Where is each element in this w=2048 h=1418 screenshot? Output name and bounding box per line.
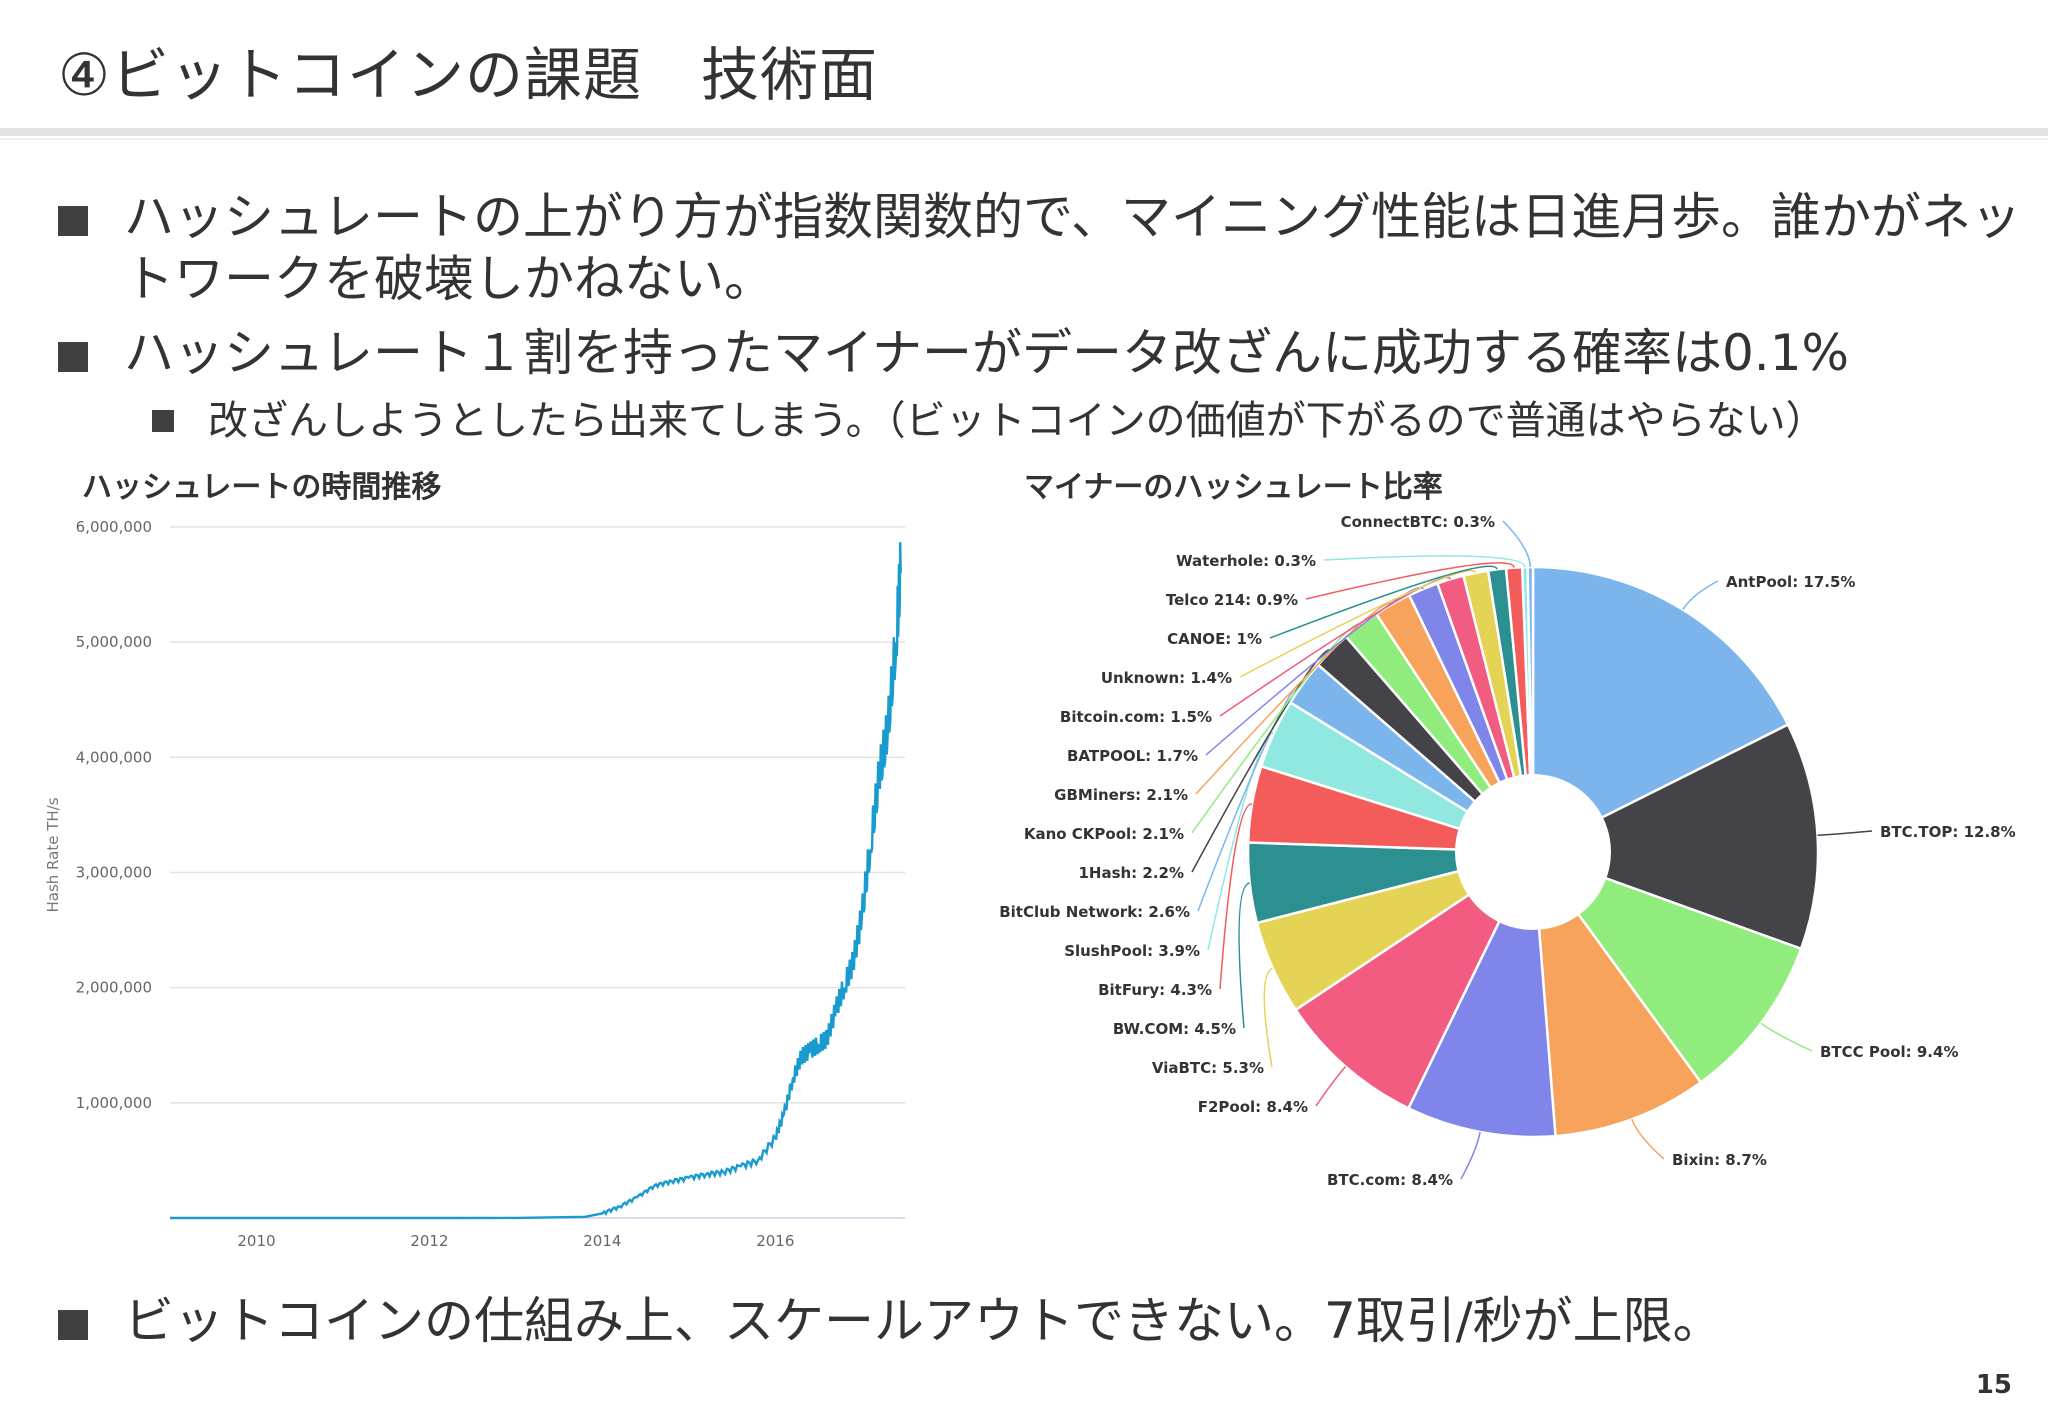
hashrate-line-chart: 1,000,000 2,000,000 3,000,000 4,000,000 5,00… bbox=[44, 518, 905, 1250]
y-tick-label: 3,000,000 bbox=[76, 864, 152, 882]
line-chart-title: ハッシュレートの時間推移 bbox=[82, 470, 442, 505]
pie-leader-line bbox=[1219, 803, 1253, 990]
pie-leader-line bbox=[1502, 520, 1532, 568]
pie-data-label: AntPool: 17.5% bbox=[1726, 573, 1855, 591]
bullet-square-icon bbox=[58, 206, 88, 236]
pie-leader-line bbox=[1760, 1022, 1813, 1052]
pie-data-label: Telco 214: 0.9% bbox=[1166, 591, 1298, 609]
pie-data-label: Kano CKPool: 2.1% bbox=[1024, 825, 1184, 843]
sub-bullet-text: 改ざんしようとしたら出来てしまう。（ビットコインの価値が下がるので普通はやらない… bbox=[208, 398, 1826, 444]
bullet-square-icon bbox=[152, 410, 174, 432]
bullet-text: ビットコインの仕組み上、スケールアウトできない。7取引/秒が上限。 bbox=[124, 1292, 1723, 1350]
pie-leader-line bbox=[1263, 967, 1274, 1068]
pie-data-label: Bixin: 8.7% bbox=[1672, 1151, 1767, 1169]
pie-leader-line bbox=[1305, 562, 1515, 600]
bullet-square-icon bbox=[58, 342, 88, 372]
pie-data-label: CANOE: 1% bbox=[1167, 630, 1262, 648]
pie-data-label: 1Hash: 2.2% bbox=[1078, 864, 1184, 882]
y-tick-label: 6,000,000 bbox=[76, 518, 152, 536]
y-tick-label: 1,000,000 bbox=[76, 1094, 152, 1112]
bullet-text: ハッシュレート１割を持ったマイナーがデータ改ざんに成功する確率は0.1% bbox=[124, 324, 1850, 382]
pie-leader-line bbox=[1460, 1131, 1481, 1180]
pie-slice-bixin bbox=[1531, 847, 1703, 1138]
pie-chart-title: マイナーのハッシュレート比率 bbox=[1024, 470, 1443, 505]
y-tick-label: 5,000,000 bbox=[76, 633, 152, 651]
pie-data-label: BitClub Network: 2.6% bbox=[999, 903, 1190, 921]
pie-data-label: BitFury: 4.3% bbox=[1098, 981, 1212, 999]
pie-leader-line bbox=[1817, 830, 1873, 837]
pie-data-label: ConnectBTC: 0.3% bbox=[1341, 513, 1495, 531]
pie-data-label: BTC.TOP: 12.8% bbox=[1880, 823, 2016, 841]
title-divider bbox=[0, 128, 2048, 136]
pie-slice-btc-top bbox=[1529, 722, 1820, 951]
page-number: 15 bbox=[1975, 1370, 2012, 1400]
pie-data-label: F2Pool: 8.4% bbox=[1198, 1098, 1308, 1116]
title-divider-shadow bbox=[0, 138, 2048, 140]
y-axis-label: Hash Rate TH/s bbox=[44, 797, 62, 912]
y-tick-label: 4,000,000 bbox=[76, 748, 152, 766]
pie-slice-f2pool bbox=[1293, 848, 1537, 1110]
pie-data-label: SlushPool: 3.9% bbox=[1064, 942, 1200, 960]
donut-hole bbox=[1455, 774, 1611, 930]
pie-data-label: Bitcoin.com: 1.5% bbox=[1060, 708, 1212, 726]
hashrate-series-line bbox=[170, 542, 902, 1220]
x-tick-label: 2012 bbox=[410, 1232, 448, 1250]
y-tick-label: 2,000,000 bbox=[76, 979, 152, 997]
pie-slice-antpool bbox=[1531, 565, 1790, 855]
pie-data-label: GBMiners: 2.1% bbox=[1054, 786, 1188, 804]
pie-data-label: Waterhole: 0.3% bbox=[1176, 552, 1316, 570]
slide-title: ④ビットコインの課題 技術面 bbox=[58, 41, 878, 109]
pie-leader-line bbox=[1323, 555, 1526, 568]
bullet-square-icon bbox=[58, 1310, 88, 1340]
bullet-text: ハッシュレートの上がり方が指数関数的で、マイニング性能は日進月歩。誰かがネットワ… bbox=[124, 188, 2021, 308]
miner-share-pie-chart: AntPool: 17.5% BTC.TOP: 12.8% BTCC Pool: 9… bbox=[999, 513, 2016, 1189]
pie-leader-line bbox=[1269, 565, 1498, 639]
pie-slice-btcc-pool bbox=[1529, 849, 1803, 1085]
x-tick-label: 2010 bbox=[237, 1232, 275, 1250]
pie-data-label: BATPOOL: 1.7% bbox=[1067, 747, 1198, 765]
pie-leader-line bbox=[1631, 1119, 1665, 1160]
x-tick-label: 2016 bbox=[756, 1232, 794, 1250]
pie-data-label: Unknown: 1.4% bbox=[1101, 669, 1232, 687]
pie-data-label: BW.COM: 4.5% bbox=[1113, 1020, 1236, 1038]
x-tick-label: 2014 bbox=[583, 1232, 621, 1250]
pie-leader-line bbox=[1315, 1066, 1347, 1107]
pie-leader-line bbox=[1238, 882, 1250, 1029]
pie-leader-line bbox=[1682, 580, 1719, 610]
pie-leader-line bbox=[1239, 569, 1477, 678]
pie-data-label: ViaBTC: 5.3% bbox=[1152, 1059, 1264, 1077]
pie-data-label: BTC.com: 8.4% bbox=[1327, 1171, 1453, 1189]
pie-data-label: BTCC Pool: 9.4% bbox=[1820, 1043, 1958, 1061]
